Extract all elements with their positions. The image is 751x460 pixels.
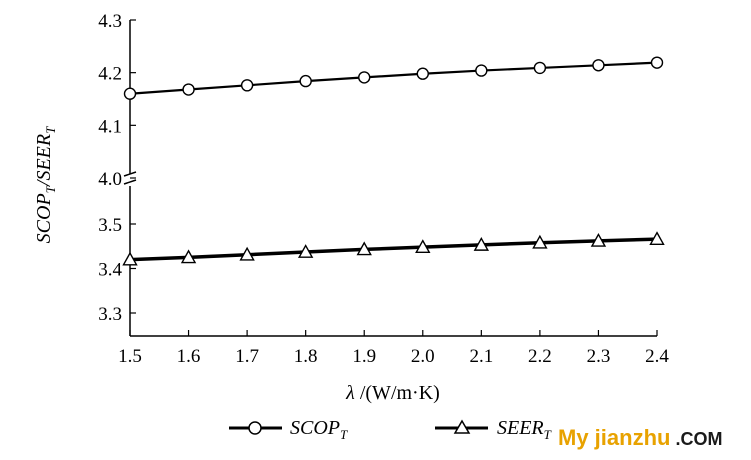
x-tick-label: 1.8	[294, 346, 318, 367]
legend-label-scop: SCOPT	[290, 417, 348, 442]
x-tick-label: 2.0	[411, 346, 435, 367]
data-point-circle	[533, 61, 547, 75]
axis-break-mark	[123, 171, 137, 177]
y-tick-label: 3.3	[98, 304, 122, 325]
watermark: My jianzhu .COM	[558, 425, 722, 450]
data-point-circle	[123, 87, 137, 100]
y-tick-label: 4.3	[98, 11, 122, 32]
x-tick-label: 2.4	[645, 346, 669, 367]
data-point-triangle	[532, 234, 548, 249]
data-point-triangle	[239, 246, 255, 261]
data-point-circle	[650, 56, 664, 69]
axes	[123, 20, 657, 337]
x-tick-label: 2.3	[587, 346, 611, 367]
data-point-triangle	[356, 241, 372, 256]
y-tick-label: 3.5	[98, 215, 122, 236]
y-tick-label: 4.2	[98, 64, 122, 85]
x-tick-label: 1.7	[235, 346, 259, 367]
x-tick-label: 1.9	[352, 346, 376, 367]
series-line-scop	[129, 61, 658, 95]
axis-ticks: 4.0 4.1 4.2 4.3 3.3 3.4 3.5 1.5 1.6 1.7 1.8 1.9 2.0 2…	[98, 11, 669, 367]
x-tick-label: 2.2	[528, 346, 552, 367]
data-point-triangle	[649, 231, 665, 246]
x-axis-label: λ /(W/m·K)	[345, 382, 440, 404]
data-point-circle	[240, 79, 254, 92]
y-tick-label: 3.4	[98, 260, 122, 281]
data-point-circle	[416, 67, 429, 80]
data-point-triangle	[415, 239, 431, 254]
legend: SCOPT SEERT	[229, 417, 552, 442]
data-point-triangle	[180, 249, 197, 264]
x-tick-label: 2.1	[469, 346, 493, 367]
data-point-circle	[592, 59, 605, 72]
data-point-circle	[182, 83, 195, 96]
data-point-triangle	[122, 251, 138, 266]
x-tick-label: 1.6	[177, 346, 201, 367]
data-point-triangle	[297, 244, 314, 258]
series-layer	[122, 56, 665, 266]
data-point-circle	[299, 74, 312, 88]
legend-triangle-marker	[453, 419, 471, 434]
legend-label-seer: SEERT	[497, 417, 552, 442]
data-point-triangle	[473, 236, 490, 251]
data-point-triangle	[590, 232, 607, 247]
series-line-seer	[129, 237, 658, 262]
axis-break-mark	[123, 179, 137, 185]
y-tick-label: 4.1	[98, 116, 122, 137]
y-axis-label: SCOPT/SEERT	[33, 126, 58, 243]
data-point-circle	[475, 64, 488, 77]
data-point-circle	[358, 71, 371, 84]
x-tick-label: 1.5	[118, 346, 142, 367]
legend-circle-marker	[248, 421, 262, 435]
y-tick-label: 4.0	[98, 169, 122, 190]
